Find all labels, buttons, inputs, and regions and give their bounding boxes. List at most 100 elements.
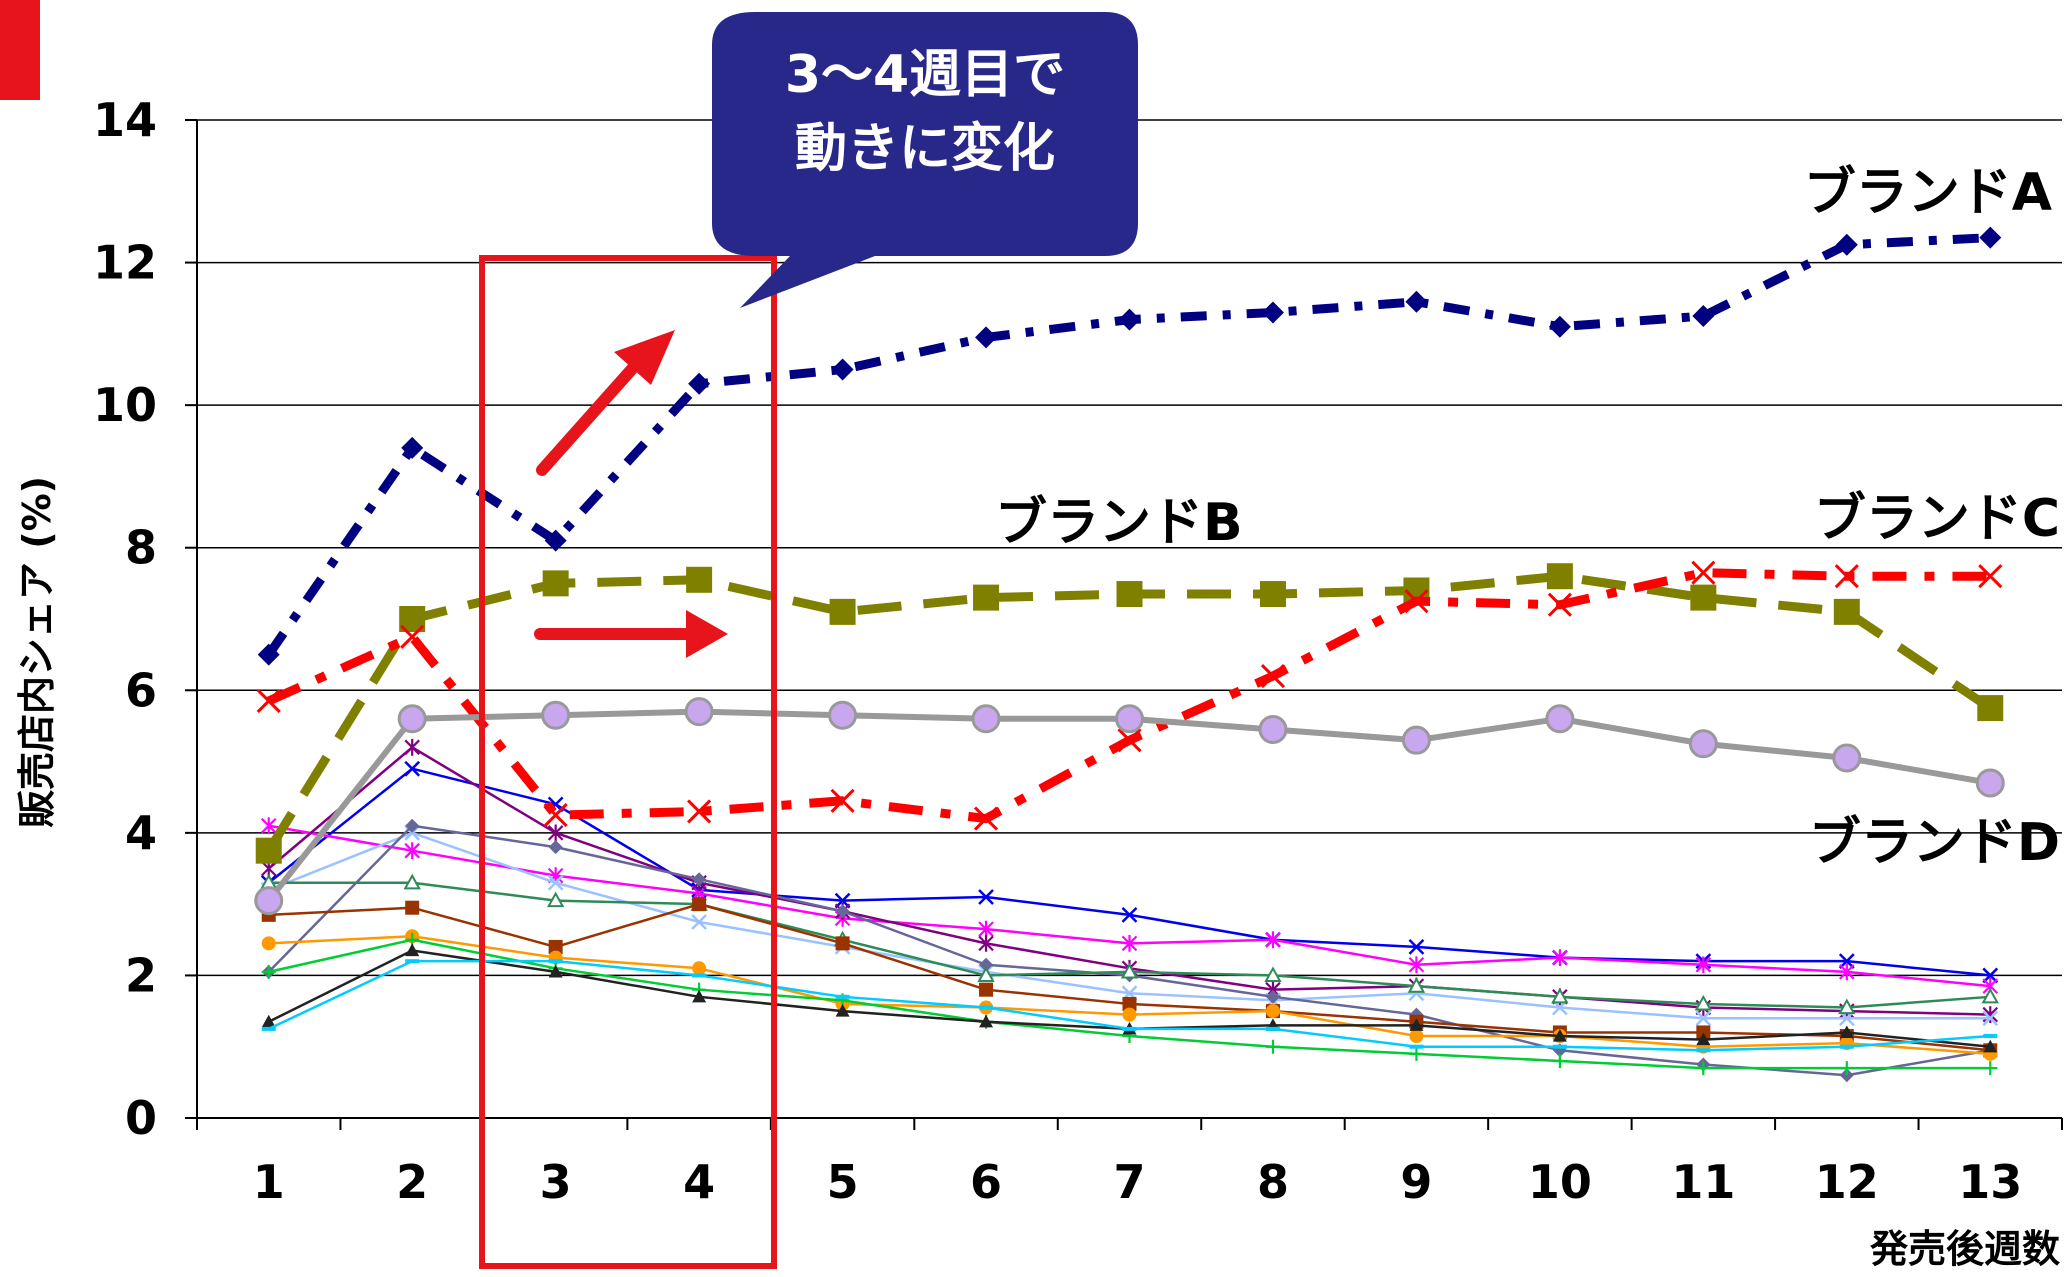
- data-point: [1688, 729, 1718, 759]
- data-point: [405, 818, 420, 833]
- data-point: [1409, 1029, 1424, 1044]
- data-point: [261, 964, 276, 979]
- x-tick-label: 5: [827, 1155, 859, 1209]
- data-point: [543, 802, 568, 828]
- y-tick-label: 0: [125, 1091, 157, 1145]
- data-point: [1120, 962, 1139, 979]
- data-point: [973, 806, 999, 831]
- data-point: [255, 837, 282, 864]
- data-point: [1839, 1025, 1854, 1039]
- data-point: [1695, 956, 1712, 974]
- label-brand-d: ブランドD: [1809, 813, 2060, 873]
- data-point: [692, 989, 707, 1003]
- data-point: [1408, 939, 1425, 955]
- data-point: [260, 817, 277, 835]
- data-point: [1545, 704, 1575, 734]
- y-tick-labels: 0 2 4 6 8 10 12 14: [93, 93, 157, 1145]
- series-line: [266, 568, 1991, 824]
- data-point: [1552, 1029, 1567, 1042]
- data-point: [979, 982, 994, 997]
- x-tick-labels: 1 2 3 4 5 6 7 8 9 10 11 12 13: [253, 1155, 2023, 1209]
- data-point: [404, 824, 421, 841]
- data-point: [1117, 728, 1142, 753]
- data-point: [1264, 966, 1282, 983]
- corner-red-block: [0, 0, 40, 100]
- data-point: [397, 704, 427, 734]
- data-point: [686, 566, 713, 593]
- x-axis-title: 発売後週数: [1870, 1227, 2060, 1271]
- y-tick-label: 10: [93, 378, 157, 432]
- series-layer: [254, 226, 2005, 1083]
- data-point: [1832, 743, 1862, 773]
- data-point: [1548, 315, 1571, 338]
- data-point: [684, 697, 714, 727]
- series-0: [257, 226, 2002, 666]
- gridlines: [197, 119, 2062, 977]
- data-point: [1979, 226, 2002, 249]
- x-tick-label: 12: [1815, 1155, 1879, 1209]
- data-point: [1260, 663, 1286, 689]
- x-tick-label: 7: [1113, 1155, 1145, 1209]
- data-point: [547, 874, 564, 891]
- label-brand-b: ブランドB: [995, 493, 1243, 553]
- data-point: [687, 799, 712, 824]
- data-point: [1116, 581, 1143, 608]
- data-point: [1975, 768, 2005, 798]
- data-point: [975, 326, 998, 349]
- data-point: [1983, 1061, 1998, 1076]
- x-tick-label: 11: [1671, 1155, 1735, 1209]
- callout-bubble: 3～4週目で 動きに変化: [712, 12, 1138, 308]
- data-point: [1552, 1053, 1567, 1068]
- x-tick-label: 10: [1528, 1155, 1592, 1209]
- label-brand-a: ブランドA: [1804, 163, 2052, 223]
- data-point: [1121, 934, 1138, 952]
- data-point: [400, 624, 425, 649]
- data-point: [1265, 1004, 1280, 1019]
- data-point: [1408, 956, 1425, 974]
- data-point: [691, 914, 707, 930]
- data-point: [1265, 1039, 1280, 1054]
- data-point: [978, 920, 994, 938]
- data-point: [829, 598, 856, 625]
- x-tick-label: 4: [683, 1155, 715, 1209]
- x-tick-label: 9: [1400, 1155, 1432, 1209]
- x-tick-label: 8: [1257, 1155, 1289, 1209]
- data-point: [542, 570, 569, 597]
- data-point: [403, 873, 421, 890]
- callout-line-2: 動きに変化: [795, 119, 1055, 179]
- flat-arrow: [534, 610, 728, 658]
- x-tick-label: 6: [970, 1155, 1002, 1209]
- series-1: [255, 563, 2004, 864]
- data-point: [835, 904, 850, 919]
- data-point: [1122, 996, 1137, 1011]
- series-7: [260, 824, 1999, 1027]
- data-point: [1551, 987, 1569, 1004]
- data-point: [1115, 704, 1144, 734]
- data-point: [1407, 977, 1426, 993]
- data-point: [1696, 1032, 1711, 1046]
- data-point: [1122, 1007, 1137, 1022]
- data-point: [1547, 592, 1572, 617]
- data-point: [1259, 581, 1286, 608]
- data-point: [973, 584, 1000, 611]
- y-tick-label: 6: [125, 663, 157, 717]
- data-point: [835, 1004, 850, 1017]
- data-point: [1983, 1039, 1998, 1053]
- data-point: [1839, 963, 1855, 981]
- data-point: [548, 939, 563, 954]
- data-point: [256, 688, 281, 714]
- data-point: [1838, 998, 1856, 1015]
- data-point: [404, 738, 420, 756]
- data-point: [1265, 989, 1280, 1004]
- y-tick-label: 4: [125, 806, 157, 860]
- data-point: [1695, 1010, 1712, 1027]
- data-point: [1839, 1061, 1854, 1076]
- data-point: [1978, 564, 2003, 589]
- x-tick-label: 1: [253, 1155, 285, 1209]
- data-point: [835, 936, 850, 951]
- series-14: [261, 959, 1998, 1053]
- data-point: [1265, 931, 1281, 949]
- data-point: [546, 891, 565, 908]
- y-tick-label: 12: [93, 236, 157, 290]
